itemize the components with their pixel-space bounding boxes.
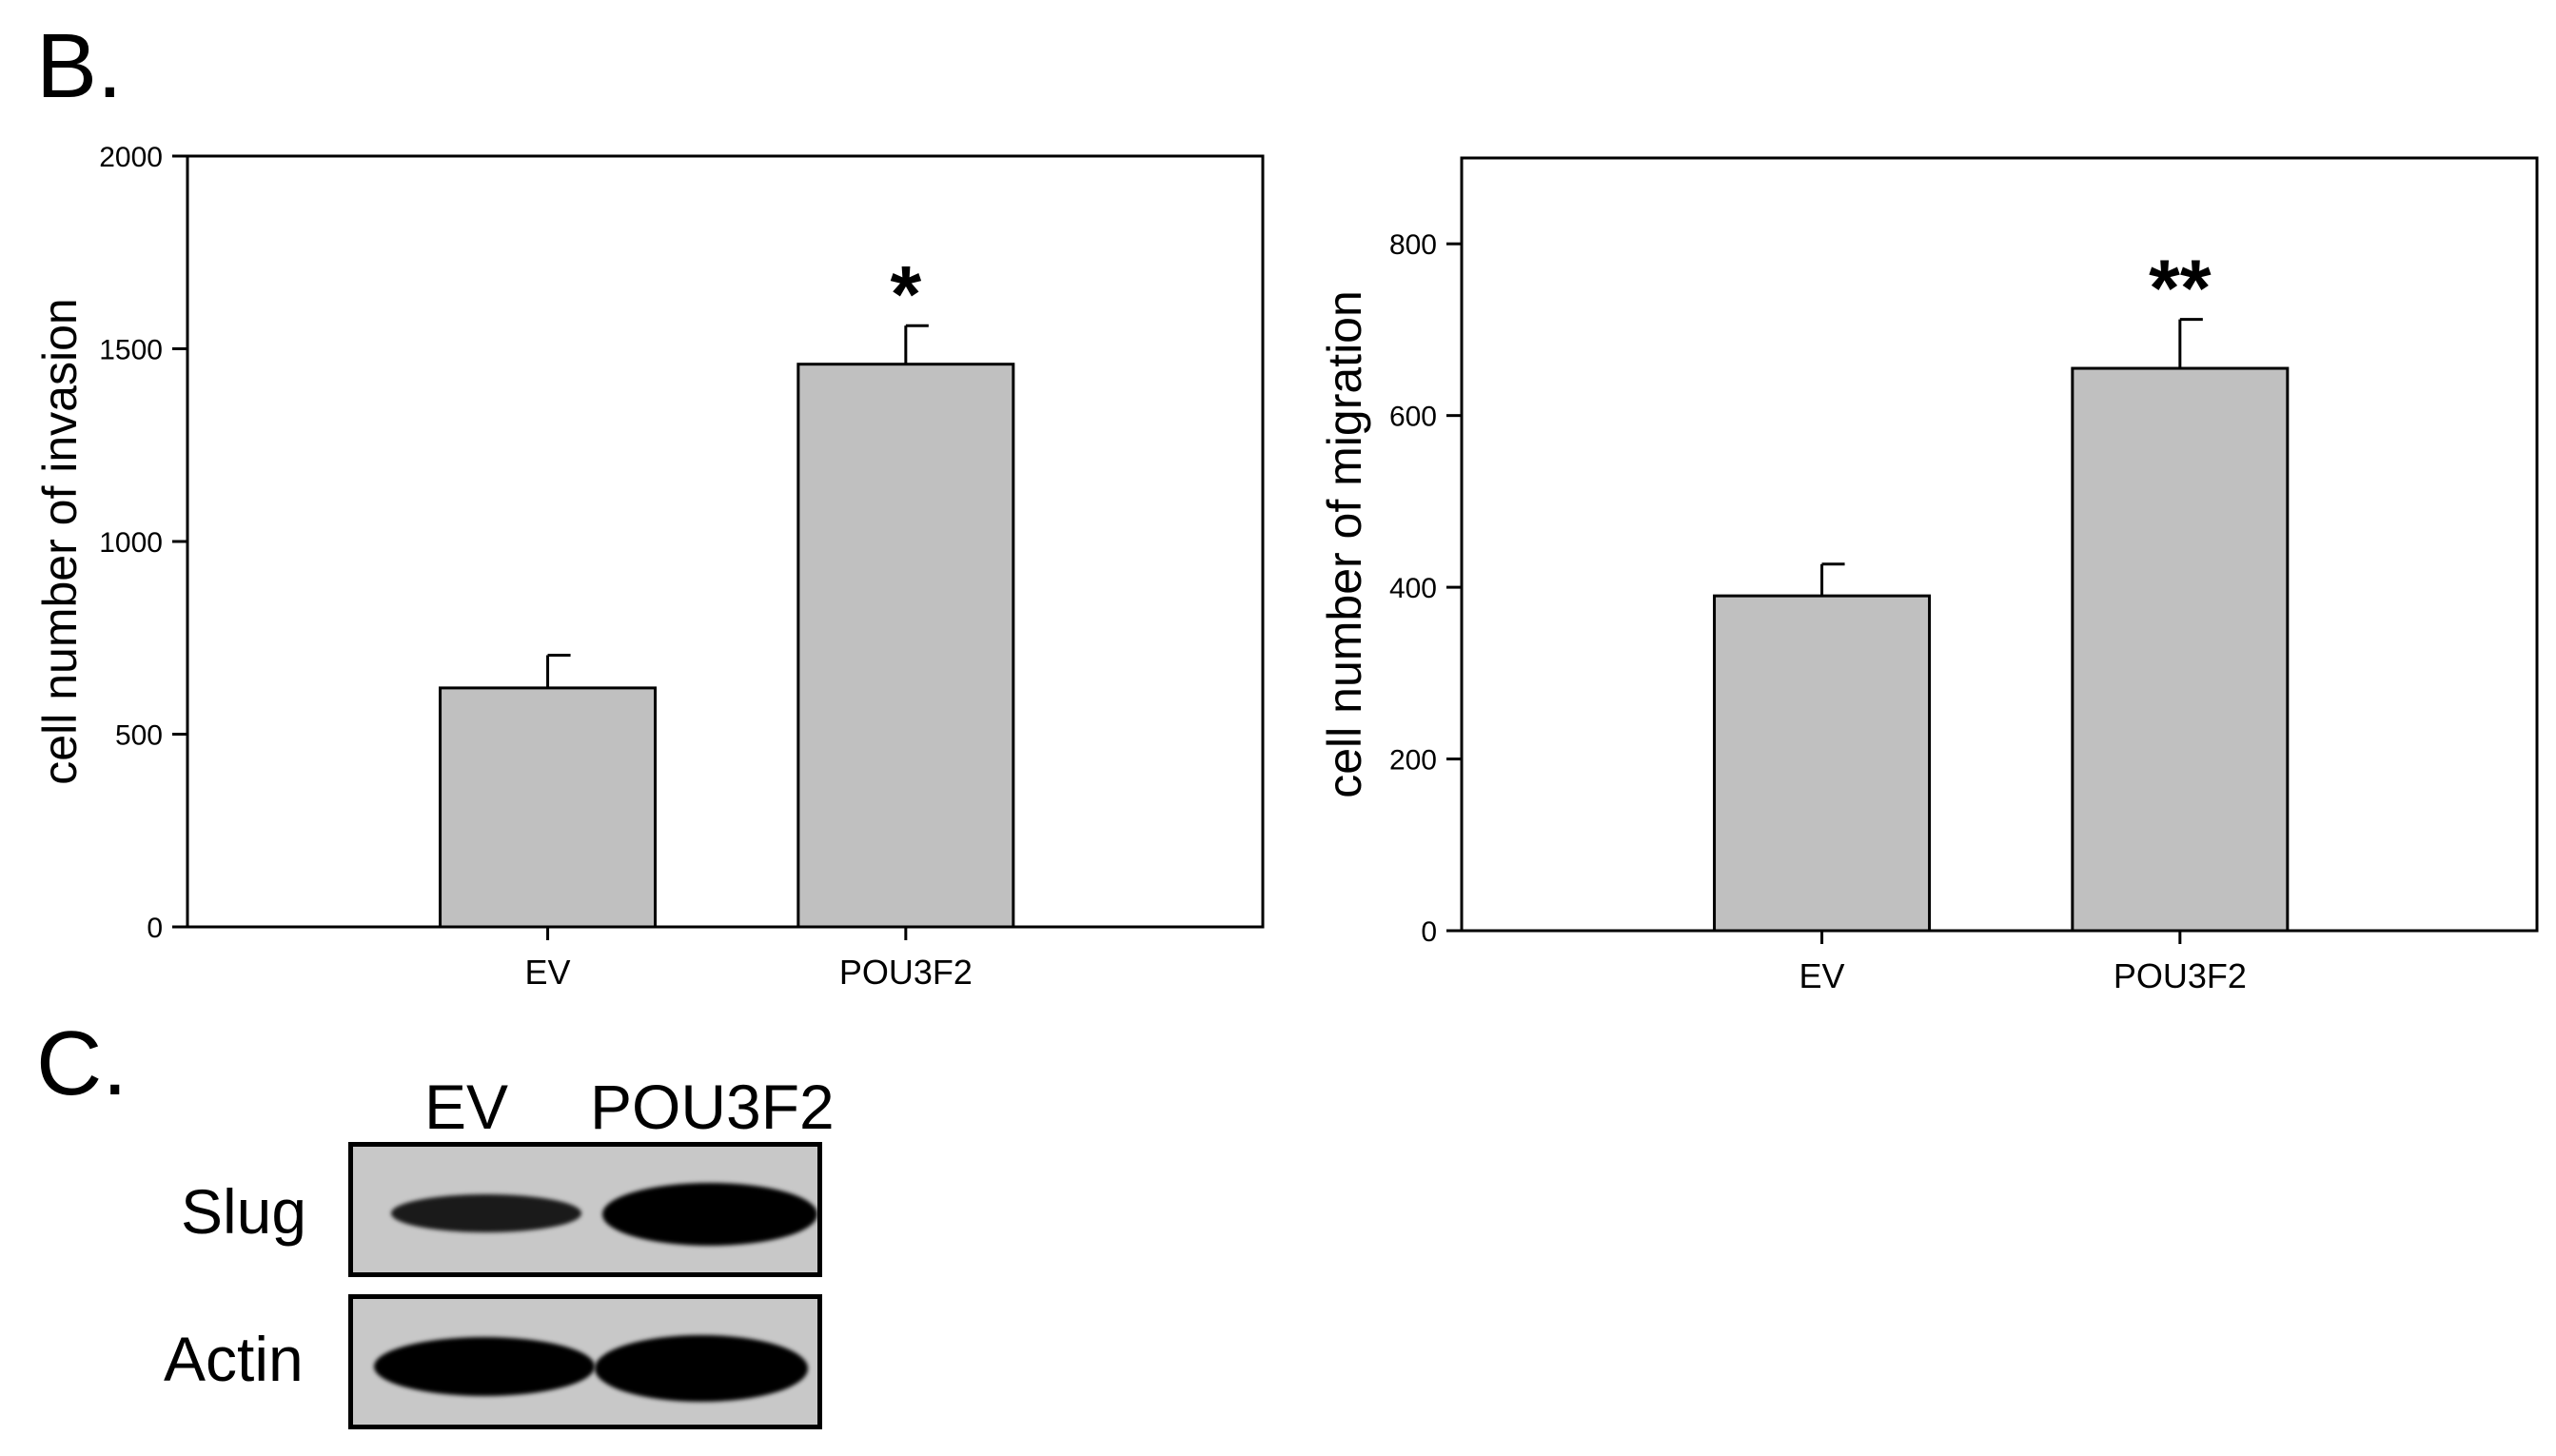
invasion-ylabel: cell number of invasion xyxy=(33,298,87,784)
migration-ytick-label-800: 800 xyxy=(1389,229,1437,261)
migration-plot-frame xyxy=(1460,156,2539,933)
invasion-ytick-label-1500: 1500 xyxy=(99,335,163,366)
blot-band-slug-ev xyxy=(391,1194,581,1232)
blot-band-actin-ev xyxy=(374,1337,595,1396)
migration-ytick-label-600: 600 xyxy=(1389,402,1437,433)
panel-label-b: B. xyxy=(36,15,123,117)
blot-row-label-slug: Slug xyxy=(181,1176,307,1247)
blot-lane-label-ev: EV xyxy=(424,1072,509,1142)
invasion-ytick-label-1000: 1000 xyxy=(99,527,163,559)
migration-bar-ev xyxy=(1713,594,1932,933)
blot-row-label-actin: Actin xyxy=(164,1324,304,1394)
blot-band-slug-pou3f2 xyxy=(602,1183,817,1246)
migration-ylabel: cell number of migration xyxy=(1318,290,1371,798)
migration-xtick-label-pou3f2: POU3F2 xyxy=(2114,956,2247,995)
invasion-bar-chart: 0 500 1000 1500 2000 cell number of invasion E… xyxy=(33,143,1265,992)
migration-ytick-label-400: 400 xyxy=(1389,573,1437,604)
invasion-bar-ev xyxy=(439,686,658,929)
migration-bar-chart: 0 200 400 600 800 cell number of migration EV *… xyxy=(1318,156,2539,995)
migration-ytick-label-200: 200 xyxy=(1389,745,1437,777)
invasion-ytick-label-2000: 2000 xyxy=(99,143,163,173)
invasion-ytick-label-0: 0 xyxy=(147,913,163,944)
invasion-ytick-label-500: 500 xyxy=(115,720,163,752)
blot-lane-label-pou3f2: POU3F2 xyxy=(590,1072,835,1142)
panel-label-c: C. xyxy=(36,1013,128,1114)
migration-xtick-label-ev: EV xyxy=(1799,956,1845,995)
migration-ytick-label-0: 0 xyxy=(1421,916,1437,948)
migration-significance-pou3f2: ** xyxy=(2149,244,2212,333)
invasion-xtick-label-pou3f2: POU3F2 xyxy=(839,953,973,992)
blot-band-actin-pou3f2 xyxy=(595,1335,808,1402)
invasion-plot-frame xyxy=(186,154,1265,929)
blot-row-actin xyxy=(348,1294,822,1429)
invasion-significance-pou3f2: * xyxy=(890,249,921,339)
invasion-bar-pou3f2 xyxy=(796,363,1015,929)
invasion-xtick-label-ev: EV xyxy=(525,953,571,992)
migration-bar-pou3f2 xyxy=(2071,366,2290,933)
blot-row-slug xyxy=(348,1142,822,1277)
